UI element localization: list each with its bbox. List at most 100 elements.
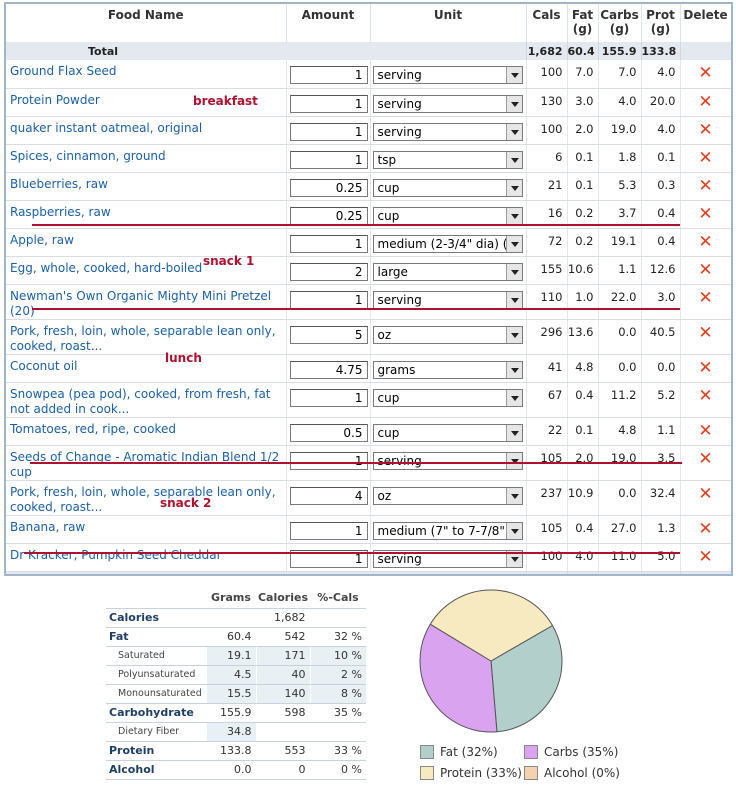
delete-icon[interactable]: ✕ bbox=[698, 147, 713, 168]
unit-select[interactable]: serving bbox=[372, 94, 523, 113]
food-name-link[interactable]: Snowpea (pea pod), cooked, from fresh, f… bbox=[10, 386, 271, 416]
delete-icon[interactable]: ✕ bbox=[698, 175, 713, 196]
delete-icon[interactable]: ✕ bbox=[698, 483, 713, 504]
unit-select[interactable]: serving bbox=[372, 66, 523, 84]
dropdown-arrow-icon[interactable] bbox=[505, 389, 522, 406]
food-name-link[interactable]: Banana, raw bbox=[10, 519, 86, 534]
food-row: Spices, cinnamon, groundtsp60.11.80.1✕ bbox=[6, 144, 731, 173]
dropdown-arrow-icon[interactable] bbox=[505, 67, 522, 83]
unit-select[interactable]: oz bbox=[372, 486, 523, 505]
food-name-link[interactable]: Tomatoes, red, ripe, cooked bbox=[10, 421, 176, 436]
unit-select[interactable]: oz bbox=[372, 325, 523, 344]
amount-input[interactable] bbox=[289, 360, 368, 379]
dropdown-arrow-icon[interactable] bbox=[505, 522, 522, 539]
amount-input[interactable] bbox=[289, 290, 368, 309]
amount-input[interactable] bbox=[289, 325, 368, 344]
delete-icon[interactable]: ✕ bbox=[698, 259, 713, 280]
col-header-cals[interactable]: Cals bbox=[526, 4, 568, 42]
food-name-link[interactable]: Pork, fresh, loin, whole, separable lean… bbox=[10, 323, 276, 353]
dropdown-arrow-icon[interactable] bbox=[505, 179, 522, 196]
dropdown-arrow-icon[interactable] bbox=[505, 291, 522, 308]
food-name-link[interactable]: Seeds of Change - Aromatic Indian Blend … bbox=[10, 449, 280, 479]
food-name-link[interactable]: Raspberries, raw bbox=[10, 204, 111, 219]
amount-input[interactable] bbox=[289, 549, 368, 568]
food-name-link[interactable]: Blueberries, raw bbox=[10, 176, 108, 191]
amount-input[interactable] bbox=[289, 150, 368, 169]
dropdown-arrow-icon[interactable] bbox=[505, 487, 522, 504]
dropdown-arrow-icon[interactable] bbox=[505, 263, 522, 280]
unit-select[interactable]: medium (2-3/4" dia) (a bbox=[372, 234, 523, 253]
food-row: Tomatoes, red, ripe, cooked cup 220.14.81.… bbox=[6, 417, 731, 446]
dropdown-arrow-icon[interactable] bbox=[505, 95, 522, 112]
col-header-carbs[interactable]: Carbs (g) bbox=[598, 4, 642, 42]
unit-select-value: oz bbox=[377, 488, 392, 503]
food-name-link[interactable]: Spices, cinnamon, ground bbox=[10, 148, 166, 163]
dropdown-arrow-icon[interactable] bbox=[505, 151, 522, 168]
food-name-link[interactable]: Dr Kracker, Pumpkin Seed Cheddar bbox=[10, 547, 222, 562]
amount-input[interactable] bbox=[289, 234, 368, 253]
legend-swatch bbox=[524, 745, 538, 759]
unit-select[interactable]: serving bbox=[372, 549, 523, 568]
delete-icon[interactable]: ✕ bbox=[698, 357, 713, 378]
delete-icon[interactable]: ✕ bbox=[698, 63, 713, 83]
unit-select[interactable]: serving bbox=[372, 451, 523, 470]
food-name-link[interactable]: Newman's Own Organic Mighty Mini Pretzel… bbox=[10, 288, 272, 318]
dropdown-arrow-icon[interactable] bbox=[505, 424, 522, 441]
amount-input[interactable] bbox=[289, 451, 368, 470]
amount-input[interactable] bbox=[289, 94, 368, 113]
delete-icon[interactable]: ✕ bbox=[698, 518, 713, 539]
unit-select[interactable]: grams bbox=[372, 360, 523, 379]
amount-input[interactable] bbox=[289, 206, 368, 225]
amount-input[interactable] bbox=[289, 423, 368, 442]
unit-select[interactable]: cup bbox=[372, 178, 523, 197]
dropdown-arrow-icon[interactable] bbox=[505, 207, 522, 224]
delete-icon[interactable]: ✕ bbox=[698, 322, 713, 343]
col-header-fat[interactable]: Fat (g) bbox=[567, 4, 599, 42]
dropdown-arrow-icon[interactable] bbox=[505, 235, 522, 252]
col-header-prot[interactable]: Prot (g) bbox=[641, 4, 681, 42]
food-name-link[interactable]: Egg, whole, cooked, hard-boiled bbox=[10, 260, 203, 275]
delete-icon[interactable]: ✕ bbox=[698, 203, 713, 224]
delete-icon[interactable]: ✕ bbox=[698, 91, 713, 112]
unit-select[interactable]: serving bbox=[372, 122, 523, 141]
food-name-link[interactable]: Protein Powder bbox=[10, 92, 100, 107]
unit-select[interactable]: cup bbox=[372, 388, 523, 407]
unit-select[interactable]: cup bbox=[372, 206, 523, 225]
amount-input[interactable] bbox=[289, 66, 368, 84]
delete-icon[interactable]: ✕ bbox=[698, 385, 713, 406]
dropdown-arrow-icon[interactable] bbox=[505, 123, 522, 140]
food-name-link[interactable]: Ground Flax Seed bbox=[10, 64, 117, 78]
delete-icon[interactable]: ✕ bbox=[698, 546, 713, 567]
dropdown-arrow-icon[interactable] bbox=[505, 361, 522, 378]
food-prot: 12.6 bbox=[641, 256, 681, 285]
dropdown-arrow-icon[interactable] bbox=[505, 550, 522, 567]
unit-select[interactable]: serving bbox=[372, 290, 523, 309]
unit-select[interactable]: cup bbox=[372, 423, 523, 442]
col-header-food-name[interactable]: Food Name bbox=[6, 4, 287, 42]
delete-icon[interactable]: ✕ bbox=[698, 420, 713, 441]
dropdown-arrow-icon[interactable] bbox=[505, 326, 522, 343]
dropdown-arrow-icon[interactable] bbox=[505, 452, 522, 469]
amount-input[interactable] bbox=[289, 122, 368, 141]
delete-icon[interactable]: ✕ bbox=[698, 231, 713, 252]
col-header-unit[interactable]: Unit bbox=[370, 4, 527, 42]
unit-select[interactable]: large bbox=[372, 262, 523, 281]
delete-icon[interactable]: ✕ bbox=[698, 448, 713, 469]
amount-input[interactable] bbox=[289, 521, 368, 540]
food-name-link[interactable]: Pork, fresh, loin, whole, separable lean… bbox=[10, 484, 276, 514]
unit-select[interactable]: tsp bbox=[372, 150, 523, 169]
amount-input[interactable] bbox=[289, 178, 368, 197]
food-cals: 100 bbox=[526, 543, 568, 572]
food-name-link[interactable]: Coconut oil bbox=[10, 358, 78, 373]
amount-input[interactable] bbox=[289, 388, 368, 407]
food-name-link[interactable]: quaker instant oatmeal, original bbox=[10, 120, 203, 135]
food-cals: 296 bbox=[526, 319, 568, 355]
delete-icon[interactable]: ✕ bbox=[698, 119, 713, 140]
food-name-link[interactable]: Apple, raw bbox=[10, 232, 74, 247]
col-header-amount[interactable]: Amount bbox=[286, 4, 371, 42]
amount-input[interactable] bbox=[289, 262, 368, 281]
unit-select-value: oz bbox=[377, 327, 392, 342]
amount-input[interactable] bbox=[289, 486, 368, 505]
unit-select[interactable]: medium (7" to 7-7/8" lo bbox=[372, 521, 523, 540]
delete-icon[interactable]: ✕ bbox=[698, 287, 713, 308]
